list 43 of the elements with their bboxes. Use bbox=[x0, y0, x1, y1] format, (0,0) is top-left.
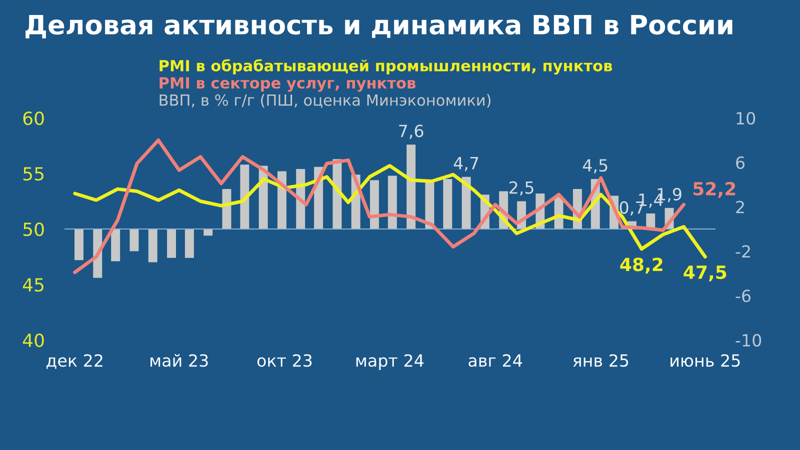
data-label: 48,2 bbox=[620, 258, 662, 274]
y-tick-label: 50 bbox=[23, 222, 44, 236]
bar bbox=[406, 144, 416, 230]
y2-tick-label: -2 bbox=[736, 245, 750, 258]
x-tick-label: дек 22 bbox=[46, 354, 102, 369]
y-tick-label: 45 bbox=[22, 278, 44, 292]
data-label: 4,7 bbox=[454, 157, 478, 172]
y2-tick-label: -10 bbox=[736, 334, 762, 347]
y-tick-label: 60 bbox=[23, 111, 44, 126]
data-label: 47,5 bbox=[684, 266, 726, 282]
y2-tick-label: 6 bbox=[736, 156, 745, 169]
bar bbox=[370, 180, 379, 230]
bar bbox=[462, 176, 471, 230]
y2-tick-label: -6 bbox=[736, 290, 751, 302]
data-label: 7,6 bbox=[399, 124, 424, 139]
bar bbox=[240, 164, 250, 230]
x-tick-label: март 24 bbox=[356, 354, 424, 370]
x-tick-label: янв 25 bbox=[573, 354, 628, 367]
bar bbox=[204, 229, 213, 236]
bar bbox=[74, 229, 84, 260]
bar bbox=[388, 176, 397, 230]
data-label: 2,5 bbox=[509, 181, 534, 196]
chart-title: Деловая активность и динамика ВВП в России bbox=[26, 15, 732, 38]
x-tick-label: окт 23 bbox=[257, 354, 312, 367]
y-tick-label: 40 bbox=[22, 333, 44, 348]
y2-tick-label: 2 bbox=[736, 200, 744, 214]
bar bbox=[111, 229, 120, 262]
bar bbox=[167, 229, 176, 258]
text: PMI в обрабатывающей промышленности, пунктов bbox=[160, 59, 612, 75]
x-tick-label: авг 24 bbox=[468, 354, 522, 367]
line-series bbox=[73, 138, 686, 274]
y2-tick-label: 10 bbox=[736, 112, 756, 125]
bar bbox=[443, 179, 452, 230]
bar bbox=[148, 229, 158, 262]
y-tick-label: 55 bbox=[23, 167, 44, 181]
bar bbox=[184, 229, 194, 258]
data-label: 4,5 bbox=[582, 159, 608, 174]
bar bbox=[130, 229, 139, 252]
text: ВВП, в % г/г (ПШ, оценка Минэкономики) bbox=[160, 94, 490, 108]
x-tick-label: июнь 25 bbox=[670, 354, 740, 367]
text: PMI в секторе услуг, пунктов bbox=[160, 77, 416, 92]
data-label: 52,2 bbox=[693, 182, 736, 198]
x-tick-label: май 23 bbox=[150, 354, 208, 367]
